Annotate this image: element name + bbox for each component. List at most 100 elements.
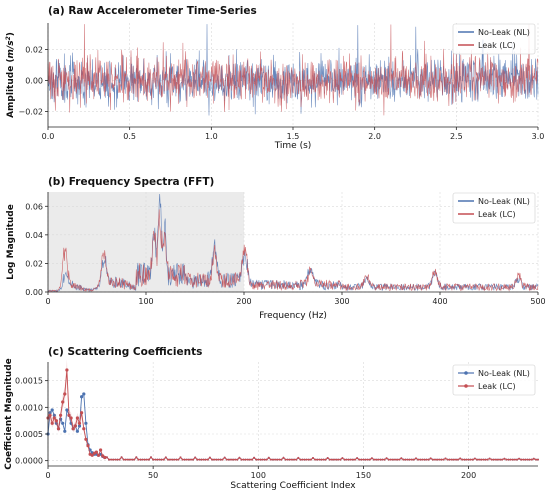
panel-c-point-lc-83 (221, 458, 224, 461)
panel-b-xtick-label-2: 200 (236, 297, 251, 306)
panel-c-point-lc-174 (412, 458, 415, 461)
panel-c-point-lc-193 (452, 458, 455, 461)
panel-c-point-lc-23 (94, 450, 98, 454)
panel-c-point-lc-41 (133, 458, 136, 461)
panel-c-point-lc-229 (528, 458, 531, 461)
panel-c-point-lc-232 (534, 458, 537, 461)
panel-c-point-lc-201 (469, 458, 472, 461)
panel-c-point-lc-6 (59, 413, 63, 417)
panel-c-point-lc-158 (379, 458, 382, 461)
panel-a-xtick-label-2: 1.0 (205, 132, 218, 141)
panel-c-point-lc-64 (181, 458, 184, 461)
panel-c-point-lc-149 (360, 458, 363, 461)
panel-c-point-lc-50 (152, 458, 155, 461)
panel-c-point-lc-30 (110, 458, 113, 461)
panel-c-point-nl-3 (52, 413, 56, 417)
panel-c-ytick-label-2: 0.0010 (15, 403, 43, 412)
panel-c-point-lc-154 (370, 457, 373, 460)
panel-c-point-lc-94 (244, 458, 247, 461)
panel-c-point-lc-85 (225, 458, 228, 461)
panel-c-point-lc-80 (215, 458, 218, 461)
panel-c-point-lc-231 (532, 457, 535, 460)
panel-c-xtick-label-0: 0 (45, 471, 50, 480)
panel-c-point-lc-40 (131, 458, 134, 461)
panel-b-ytick-label-3: 0.06 (25, 202, 43, 211)
panel-c-point-lc-112 (282, 456, 285, 459)
panel-c-point-lc-220 (509, 458, 512, 461)
panel-a-ylabel-close: ) (6, 32, 16, 36)
panel-c-point-lc-128 (316, 458, 319, 461)
panel-c-point-lc-160 (383, 458, 386, 461)
panel-c-point-lc-102 (261, 458, 264, 461)
panel-c-point-lc-132 (324, 458, 327, 461)
panel-c-legend: No-Leak (NL) Leak (LC) (452, 364, 536, 396)
panel-c-point-lc-77 (208, 456, 211, 459)
panel-c-point-lc-11 (69, 416, 73, 420)
panel-c-point-lc-49 (150, 456, 152, 459)
panel-c-point-nl-18 (84, 421, 88, 425)
panel-b-xlabel: Frequency (Hz) (259, 311, 327, 321)
panel-c-point-lc-164 (391, 458, 394, 461)
panel-a-ytick-label-2: 0.02 (25, 45, 43, 54)
panel-c-point-lc-101 (259, 458, 262, 461)
panel-c-point-lc-16 (80, 411, 84, 415)
panel-c-point-lc-178 (421, 458, 424, 461)
panel-c-point-lc-216 (501, 458, 504, 461)
panel-c-point-lc-211 (490, 458, 493, 461)
panel-c-point-lc-71 (196, 458, 199, 461)
panel-c-legend-label-nl: No-Leak (NL) (478, 369, 530, 378)
panel-c-point-lc-60 (173, 458, 176, 461)
panel-c-point-lc-181 (427, 458, 430, 461)
panel-c-point-lc-227 (524, 458, 527, 461)
panel-c-xlabel: Scattering Coefficient Index (230, 481, 356, 491)
panel-c-point-lc-198 (463, 458, 466, 461)
panel-c-point-lc-157 (377, 458, 380, 461)
panel-c-point-nl-14 (75, 429, 79, 433)
panel-c-point-lc-200 (467, 458, 470, 461)
panel-c-point-lc-42 (135, 456, 138, 459)
panel-c-point-lc-226 (522, 458, 525, 461)
panel-c-point-lc-145 (351, 458, 354, 461)
panel-c-point-lc-148 (358, 458, 361, 461)
panel-c-point-lc-103 (263, 458, 266, 461)
panel-c-point-lc-129 (318, 458, 321, 461)
panel-a-legend-label-nl: No-Leak (NL) (478, 28, 530, 37)
panel-c-point-lc-21 (90, 453, 94, 457)
panel-a-xtick-label-1: 0.5 (123, 132, 136, 141)
panel-c-point-lc-222 (513, 458, 516, 461)
panel-c-point-lc-182 (429, 457, 432, 460)
panel-c-point-lc-54 (160, 458, 163, 461)
panel-c-point-nl-2 (50, 408, 54, 412)
panel-a-xtick-label-5: 2.5 (450, 132, 463, 141)
panel-c-point-lc-147 (356, 457, 359, 460)
panel-b-legend-label-lc: Leak (LC) (478, 210, 516, 219)
panel-c-point-lc-208 (484, 458, 487, 461)
panel-b-series-nl-line (47, 193, 539, 293)
panel-c-point-lc-47 (145, 458, 148, 461)
panel-c-ytick-label-1: 0.0005 (15, 430, 43, 439)
panel-c-point-lc-1 (48, 413, 52, 417)
panel-c-point-lc-73 (200, 458, 203, 461)
panel-c-point-lc-137 (335, 458, 338, 461)
panel-c-point-lc-131 (322, 458, 325, 461)
panel-c-point-lc-32 (114, 458, 117, 461)
panel-c-point-lc-2 (50, 421, 54, 425)
panel-c-point-nl-7 (61, 421, 65, 425)
panel-c-point-lc-8 (63, 392, 67, 396)
panel-c-point-lc-90 (236, 458, 239, 461)
panel-c-point-lc-74 (202, 458, 205, 461)
panel-a-plot-area (47, 24, 539, 116)
panel-c-point-lc-14 (75, 416, 79, 420)
panel-c-point-lc-15 (77, 421, 82, 425)
panel-c-point-lc-119 (297, 456, 300, 459)
panel-c-point-lc-82 (219, 458, 222, 461)
panel-a-ticks: −0.02 0.00 0.02 0.0 0.5 1.0 1.5 2.0 2.5 3.0 (18, 45, 544, 141)
panel-c-point-lc-153 (368, 458, 371, 461)
panel-c-point-lc-62 (177, 458, 180, 461)
panel-c-point-lc-194 (455, 458, 457, 461)
panel-c-point-lc-89 (234, 458, 237, 461)
panel-c-point-lc-122 (303, 458, 306, 461)
panel-c-xtick-label-4: 200 (461, 471, 476, 480)
panel-c-point-lc-67 (187, 458, 190, 461)
panel-a-title: (a) Raw Accelerometer Time-Series (48, 5, 257, 17)
